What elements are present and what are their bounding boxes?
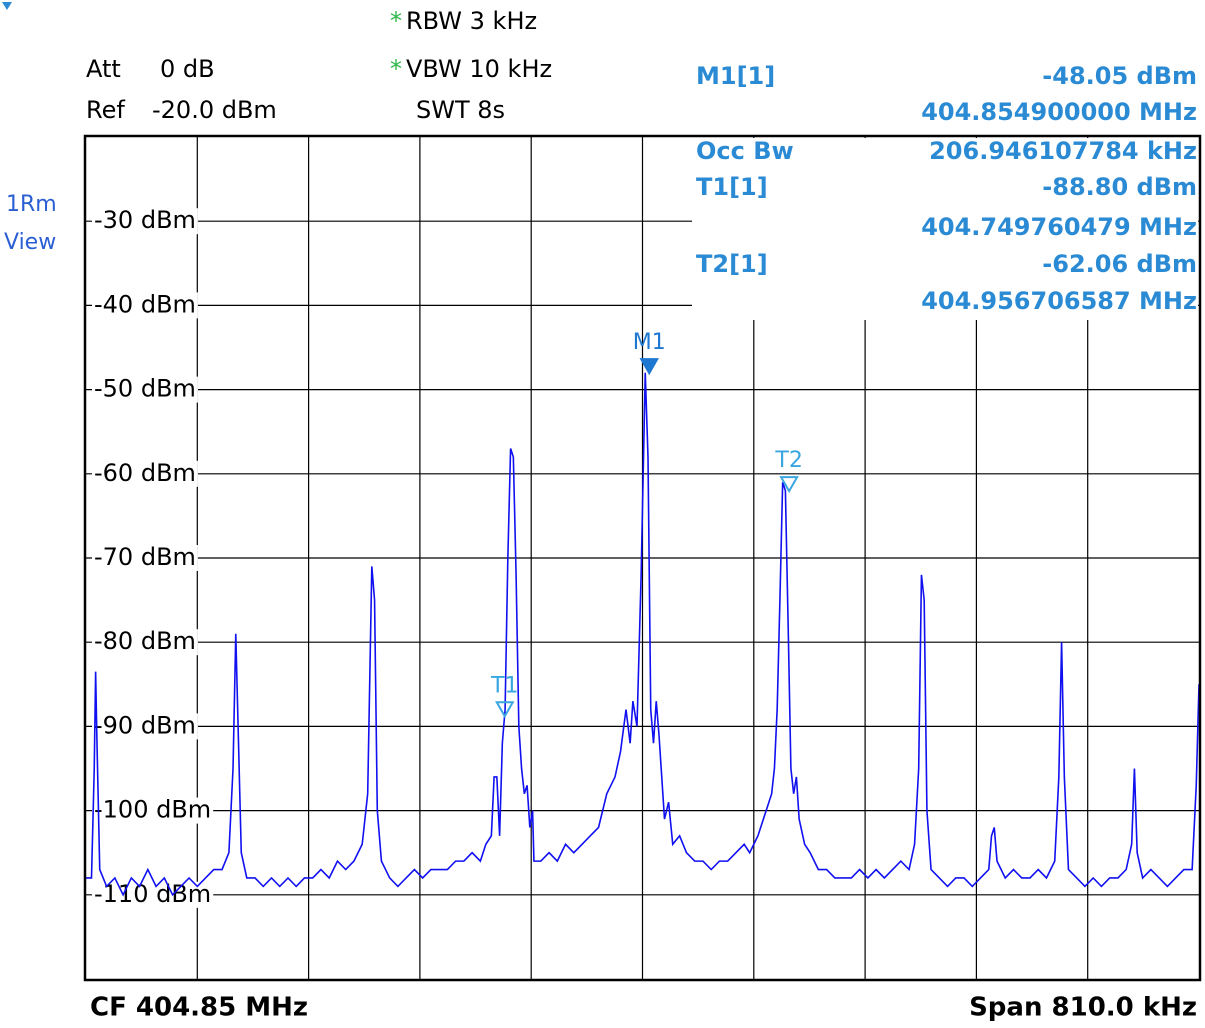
label-background bbox=[92, 881, 214, 908]
marker-name: M1 bbox=[633, 330, 666, 355]
vbw-star: * bbox=[390, 55, 402, 83]
trace-view: View bbox=[4, 230, 56, 255]
marker-level: -62.06 dBm bbox=[1042, 250, 1197, 278]
marker-level: -48.05 dBm bbox=[1042, 62, 1197, 90]
rbw: RBW 3 kHz bbox=[406, 7, 537, 35]
plot-frame bbox=[83, 134, 1202, 982]
label-background bbox=[92, 292, 198, 319]
marker-frequency: 404.749760479 MHz bbox=[921, 213, 1197, 241]
label-background bbox=[92, 376, 198, 403]
label-background bbox=[92, 797, 214, 824]
marker-glyph bbox=[495, 701, 515, 719]
rbw-star: * bbox=[390, 7, 402, 35]
marker-glyph bbox=[639, 358, 659, 376]
marker-label: M1[1] bbox=[696, 62, 775, 90]
label-background bbox=[92, 460, 198, 487]
y-tick-label: -50 dBm bbox=[94, 375, 196, 403]
marker-label: T2[1] bbox=[696, 250, 768, 278]
label-background bbox=[92, 629, 198, 656]
marker-name: T2 bbox=[774, 448, 802, 473]
ref-label: Ref bbox=[86, 96, 125, 124]
y-tick-label: -90 dBm bbox=[94, 711, 196, 739]
label-background bbox=[92, 545, 198, 571]
y-tick-label: -70 dBm bbox=[94, 543, 196, 571]
label-background bbox=[92, 713, 198, 740]
att-value: 0 dB bbox=[160, 55, 215, 83]
plot: -30 dBm -40 dBm -50 dBm -60 dBm -70 dBm -80 d… bbox=[83, 62, 1202, 982]
y-tick-label: -100 dBm bbox=[94, 796, 211, 824]
y-tick-label: -40 dBm bbox=[94, 290, 196, 318]
marker-glyph bbox=[779, 476, 799, 494]
vbw: VBW 10 kHz bbox=[406, 55, 552, 83]
corner-icon bbox=[2, 2, 12, 10]
marker-frequency: 404.854900000 MHz bbox=[921, 98, 1197, 126]
marker-frequency: 404.956706587 MHz bbox=[921, 287, 1197, 315]
marker-name: T1 bbox=[490, 673, 518, 698]
ref-value: -20.0 dBm bbox=[152, 96, 277, 124]
label-background bbox=[92, 208, 198, 235]
marker-label: T1[1] bbox=[696, 173, 768, 201]
y-tick-label: -110 dBm bbox=[94, 880, 211, 908]
marker-level: -88.80 dBm bbox=[1042, 173, 1197, 201]
y-tick-label: -30 dBm bbox=[94, 206, 196, 234]
att-label: Att bbox=[86, 55, 121, 83]
span: Span 810.0 kHz bbox=[969, 993, 1197, 1023]
swt: SWT 8s bbox=[416, 96, 505, 124]
center-frequency: CF 404.85 MHz bbox=[90, 993, 308, 1023]
trace bbox=[86, 372, 1200, 897]
y-tick-label: -60 dBm bbox=[94, 459, 196, 487]
occ-bw-value: 206.946107784 kHz bbox=[929, 137, 1197, 165]
y-tick-label: -80 dBm bbox=[94, 627, 196, 655]
trace-mode: 1Rm bbox=[6, 192, 57, 217]
marker-panel bbox=[692, 138, 1198, 320]
occ-bw-label: Occ Bw bbox=[696, 137, 794, 165]
